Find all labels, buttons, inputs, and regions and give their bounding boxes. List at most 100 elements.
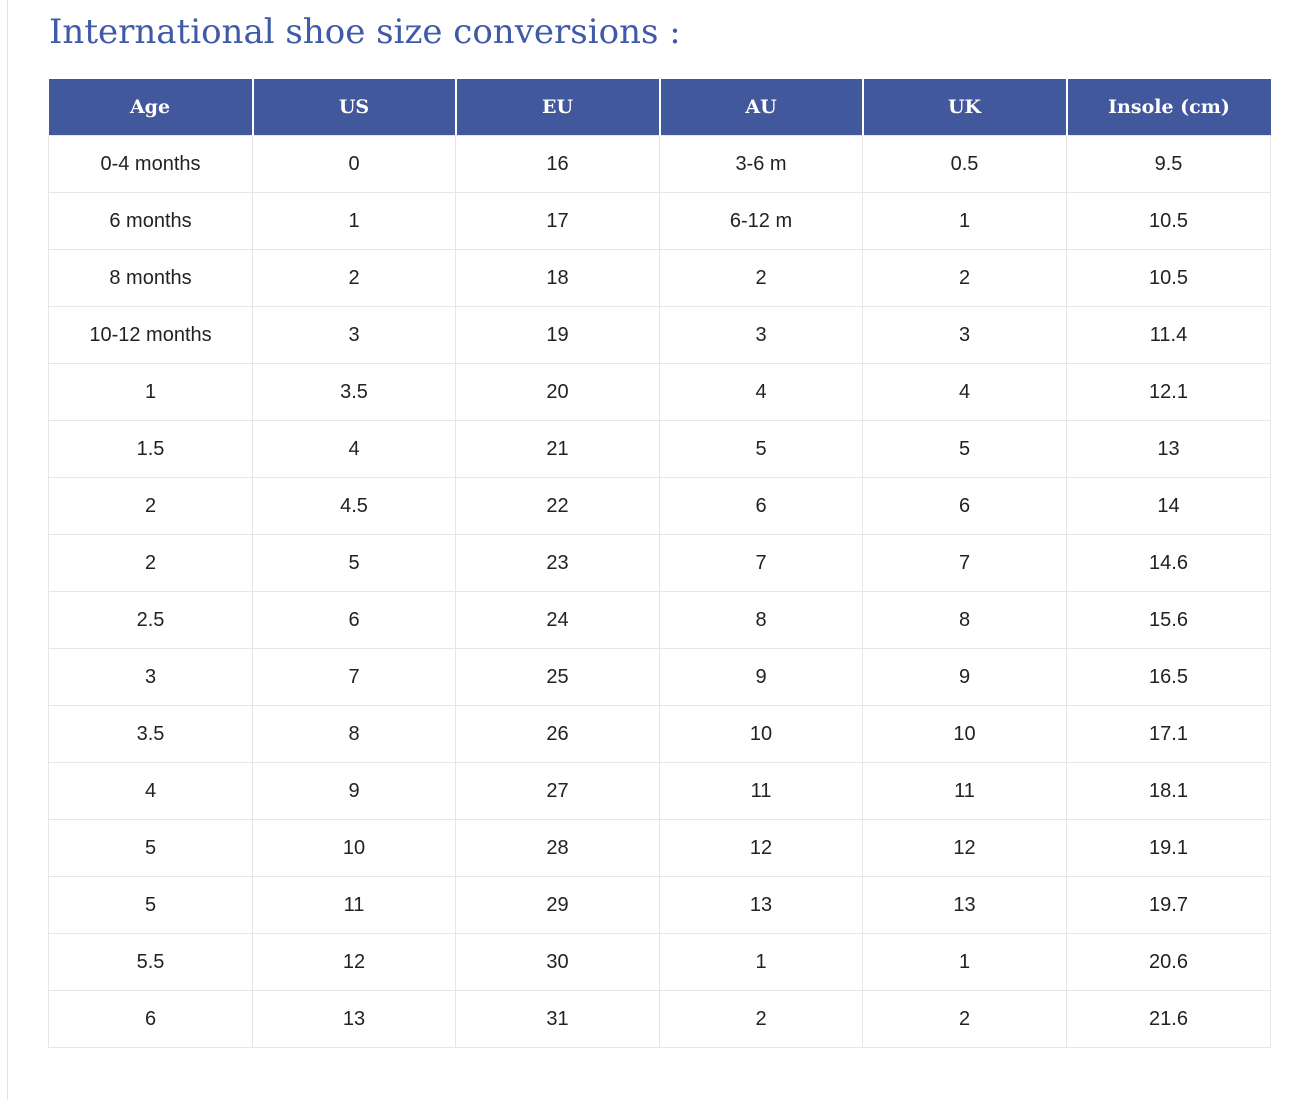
cell-au: 1 xyxy=(659,933,863,991)
cell-age: 5 xyxy=(48,819,253,877)
cell-age: 2 xyxy=(48,534,253,592)
cell-uk: 1 xyxy=(862,933,1067,991)
table-row: 4 9 27 11 11 18.1 xyxy=(48,762,1271,820)
cell-insole: 18.1 xyxy=(1066,762,1271,820)
cell-uk: 5 xyxy=(862,420,1067,478)
cell-uk: 9 xyxy=(862,648,1067,706)
cell-us: 13 xyxy=(252,990,456,1048)
column-header-uk: UK xyxy=(861,79,1067,136)
cell-eu: 28 xyxy=(455,819,660,877)
cell-us: 3 xyxy=(252,306,456,364)
cell-us: 4.5 xyxy=(252,477,456,535)
cell-insole: 12.1 xyxy=(1066,363,1271,421)
cell-au: 5 xyxy=(659,420,863,478)
cell-insole: 10.5 xyxy=(1066,192,1271,250)
cell-au: 7 xyxy=(659,534,863,592)
cell-us: 0 xyxy=(252,135,456,193)
cell-us: 3.5 xyxy=(252,363,456,421)
cell-insole: 17.1 xyxy=(1066,705,1271,763)
cell-age: 8 months xyxy=(48,249,253,307)
cell-au: 2 xyxy=(659,990,863,1048)
cell-insole: 11.4 xyxy=(1066,306,1271,364)
table-row: 10-12 months 3 19 3 3 11.4 xyxy=(48,306,1271,364)
header-row: Age US EU AU UK Insole (cm) xyxy=(48,79,1271,136)
cell-eu: 16 xyxy=(455,135,660,193)
cell-uk: 2 xyxy=(862,249,1067,307)
cell-eu: 19 xyxy=(455,306,660,364)
cell-eu: 31 xyxy=(455,990,660,1048)
cell-insole: 14.6 xyxy=(1066,534,1271,592)
cell-age: 3 xyxy=(48,648,253,706)
cell-eu: 24 xyxy=(455,591,660,649)
cell-eu: 25 xyxy=(455,648,660,706)
cell-uk: 8 xyxy=(862,591,1067,649)
cell-us: 7 xyxy=(252,648,456,706)
table-row: 6 13 31 2 2 21.6 xyxy=(48,990,1271,1048)
cell-uk: 10 xyxy=(862,705,1067,763)
cell-au: 8 xyxy=(659,591,863,649)
table-row: 2.5 6 24 8 8 15.6 xyxy=(48,591,1271,649)
left-divider xyxy=(7,0,8,1100)
cell-au: 6 xyxy=(659,477,863,535)
cell-us: 1 xyxy=(252,192,456,250)
cell-uk: 13 xyxy=(862,876,1067,934)
cell-age: 6 months xyxy=(48,192,253,250)
cell-age: 2 xyxy=(48,477,253,535)
shoe-size-table: Age US EU AU UK Insole (cm) 0-4 months 0 1… xyxy=(48,79,1271,1048)
cell-age: 1 xyxy=(48,363,253,421)
cell-eu: 30 xyxy=(455,933,660,991)
cell-eu: 21 xyxy=(455,420,660,478)
column-header-insole: Insole (cm) xyxy=(1065,79,1271,136)
cell-au: 9 xyxy=(659,648,863,706)
cell-us: 8 xyxy=(252,705,456,763)
cell-uk: 4 xyxy=(862,363,1067,421)
table-row: 2 5 23 7 7 14.6 xyxy=(48,534,1271,592)
table-body: 0-4 months 0 16 3-6 m 0.5 9.5 6 months 1 17 6-12 … xyxy=(48,135,1271,1048)
cell-au: 6-12 m xyxy=(659,192,863,250)
table-row: 1 3.5 20 4 4 12.1 xyxy=(48,363,1271,421)
cell-insole: 19.1 xyxy=(1066,819,1271,877)
cell-insole: 9.5 xyxy=(1066,135,1271,193)
cell-us: 9 xyxy=(252,762,456,820)
cell-eu: 29 xyxy=(455,876,660,934)
cell-age: 2.5 xyxy=(48,591,253,649)
cell-us: 4 xyxy=(252,420,456,478)
cell-age: 1.5 xyxy=(48,420,253,478)
cell-au: 13 xyxy=(659,876,863,934)
cell-age: 10-12 months xyxy=(48,306,253,364)
cell-insole: 10.5 xyxy=(1066,249,1271,307)
cell-eu: 27 xyxy=(455,762,660,820)
cell-au: 12 xyxy=(659,819,863,877)
cell-eu: 18 xyxy=(455,249,660,307)
cell-insole: 15.6 xyxy=(1066,591,1271,649)
cell-eu: 20 xyxy=(455,363,660,421)
cell-eu: 23 xyxy=(455,534,660,592)
cell-age: 5.5 xyxy=(48,933,253,991)
table-row: 6 months 1 17 6-12 m 1 10.5 xyxy=(48,192,1271,250)
table-row: 3.5 8 26 10 10 17.1 xyxy=(48,705,1271,763)
column-header-au: AU xyxy=(658,79,863,136)
cell-uk: 2 xyxy=(862,990,1067,1048)
cell-uk: 3 xyxy=(862,306,1067,364)
cell-us: 11 xyxy=(252,876,456,934)
cell-us: 5 xyxy=(252,534,456,592)
cell-insole: 16.5 xyxy=(1066,648,1271,706)
table-row: 5 10 28 12 12 19.1 xyxy=(48,819,1271,877)
cell-au: 11 xyxy=(659,762,863,820)
cell-au: 4 xyxy=(659,363,863,421)
cell-uk: 1 xyxy=(862,192,1067,250)
cell-au: 10 xyxy=(659,705,863,763)
column-header-us: US xyxy=(251,79,456,136)
cell-au: 3 xyxy=(659,306,863,364)
table-header: Age US EU AU UK Insole (cm) xyxy=(48,79,1271,136)
cell-uk: 12 xyxy=(862,819,1067,877)
cell-eu: 26 xyxy=(455,705,660,763)
table-row: 5 11 29 13 13 19.7 xyxy=(48,876,1271,934)
cell-us: 10 xyxy=(252,819,456,877)
cell-age: 5 xyxy=(48,876,253,934)
table-row: 0-4 months 0 16 3-6 m 0.5 9.5 xyxy=(48,135,1271,193)
cell-eu: 17 xyxy=(455,192,660,250)
cell-age: 4 xyxy=(48,762,253,820)
cell-age: 6 xyxy=(48,990,253,1048)
